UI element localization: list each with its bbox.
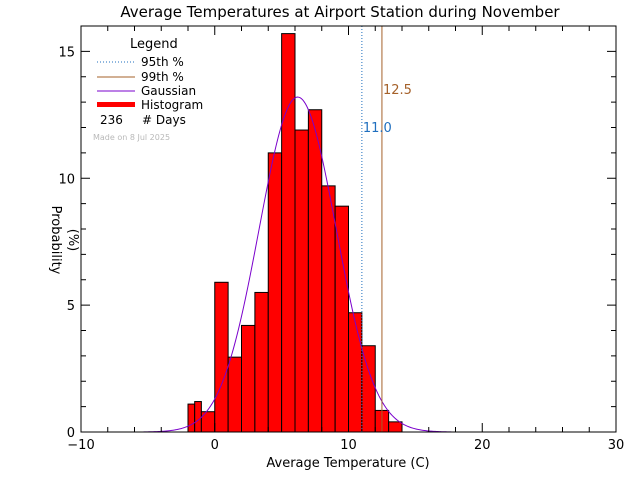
chart-title: Average Temperatures at Airport Station …	[120, 3, 560, 21]
percentile-95-label: 11.0	[363, 121, 392, 136]
histogram-bar	[267, 152, 283, 433]
x-tick-label: 30	[608, 438, 625, 453]
legend-item-histogram: Histogram	[141, 98, 203, 112]
histogram-bar	[194, 401, 202, 433]
y-tick-label: 5	[67, 299, 75, 314]
y-axis: 0 5 10 15	[58, 25, 616, 441]
legend-days-count: 236	[100, 113, 123, 127]
x-axis-label: Average Temperature (C)	[266, 456, 429, 471]
histogram-bar	[348, 312, 363, 433]
percentile-99-label: 12.5	[383, 83, 412, 98]
legend-swatch-histogram	[97, 102, 135, 107]
histogram-bar	[321, 185, 336, 433]
legend-days-label: # Days	[142, 113, 186, 127]
y-tick-label: 15	[58, 45, 75, 60]
histogram-bar	[334, 205, 349, 433]
x-tick-label: 20	[474, 438, 491, 453]
histogram-bar	[241, 324, 256, 433]
x-tick-label: 0	[211, 438, 219, 453]
legend-title: Legend	[130, 37, 178, 52]
histogram-bar	[254, 291, 269, 433]
histogram-bar	[388, 421, 403, 433]
made-on-note: Made on 8 Jul 2025	[93, 133, 170, 142]
histogram-bar	[281, 33, 296, 433]
y-axis-label: Probability	[48, 206, 63, 275]
histogram-bar	[294, 129, 309, 433]
y-axis-label-group: Probability	[48, 206, 63, 275]
legend-item-gaussian: Gaussian	[141, 84, 196, 98]
y-axis-unit-group: (%)	[65, 229, 80, 252]
y-tick-label: 10	[58, 172, 75, 187]
histogram-bar	[227, 356, 242, 433]
legend: Legend 95th % 99th % Gaussian Histogram …	[93, 37, 203, 142]
gaussian-curve	[143, 96, 452, 433]
histogram-bar	[214, 281, 229, 433]
histogram-bars	[187, 33, 403, 433]
histogram-bar	[187, 403, 196, 433]
x-tick-label: −10	[67, 438, 94, 453]
x-axis: −10 0 10 20 30	[67, 26, 624, 453]
legend-item-99th: 99th %	[141, 70, 184, 84]
x-tick-label: 10	[340, 438, 357, 453]
y-axis-unit: (%)	[65, 229, 80, 252]
y-tick-label: 0	[67, 426, 75, 441]
plot-area: 11.0 12.5	[80, 25, 617, 433]
histogram-bar	[361, 345, 376, 433]
legend-item-95th: 95th %	[141, 55, 184, 69]
histogram-bar	[307, 109, 323, 433]
